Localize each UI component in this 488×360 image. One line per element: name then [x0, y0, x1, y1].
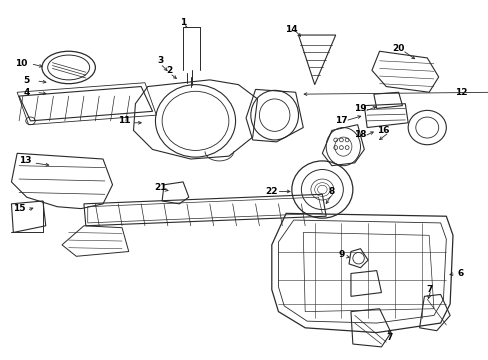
Text: 21: 21 [154, 183, 166, 192]
Text: 14: 14 [284, 25, 297, 34]
Text: 12: 12 [454, 88, 467, 97]
Text: 5: 5 [23, 76, 30, 85]
Text: 17: 17 [334, 116, 347, 125]
Text: 9: 9 [338, 250, 344, 259]
Text: 11: 11 [118, 116, 130, 125]
Text: 2: 2 [166, 66, 173, 75]
Text: 22: 22 [265, 187, 278, 196]
Text: 6: 6 [457, 269, 463, 278]
Text: 19: 19 [353, 104, 366, 113]
Text: 10: 10 [15, 59, 27, 68]
Text: 8: 8 [328, 187, 334, 196]
Text: 13: 13 [20, 157, 32, 166]
Text: 1: 1 [180, 18, 186, 27]
Text: 18: 18 [353, 130, 366, 139]
Text: 15: 15 [13, 204, 25, 213]
Text: 20: 20 [392, 44, 404, 53]
Text: 16: 16 [376, 126, 389, 135]
Text: 7: 7 [425, 285, 431, 294]
Text: 3: 3 [157, 56, 163, 65]
Text: 4: 4 [23, 88, 30, 97]
Text: 7: 7 [385, 333, 391, 342]
